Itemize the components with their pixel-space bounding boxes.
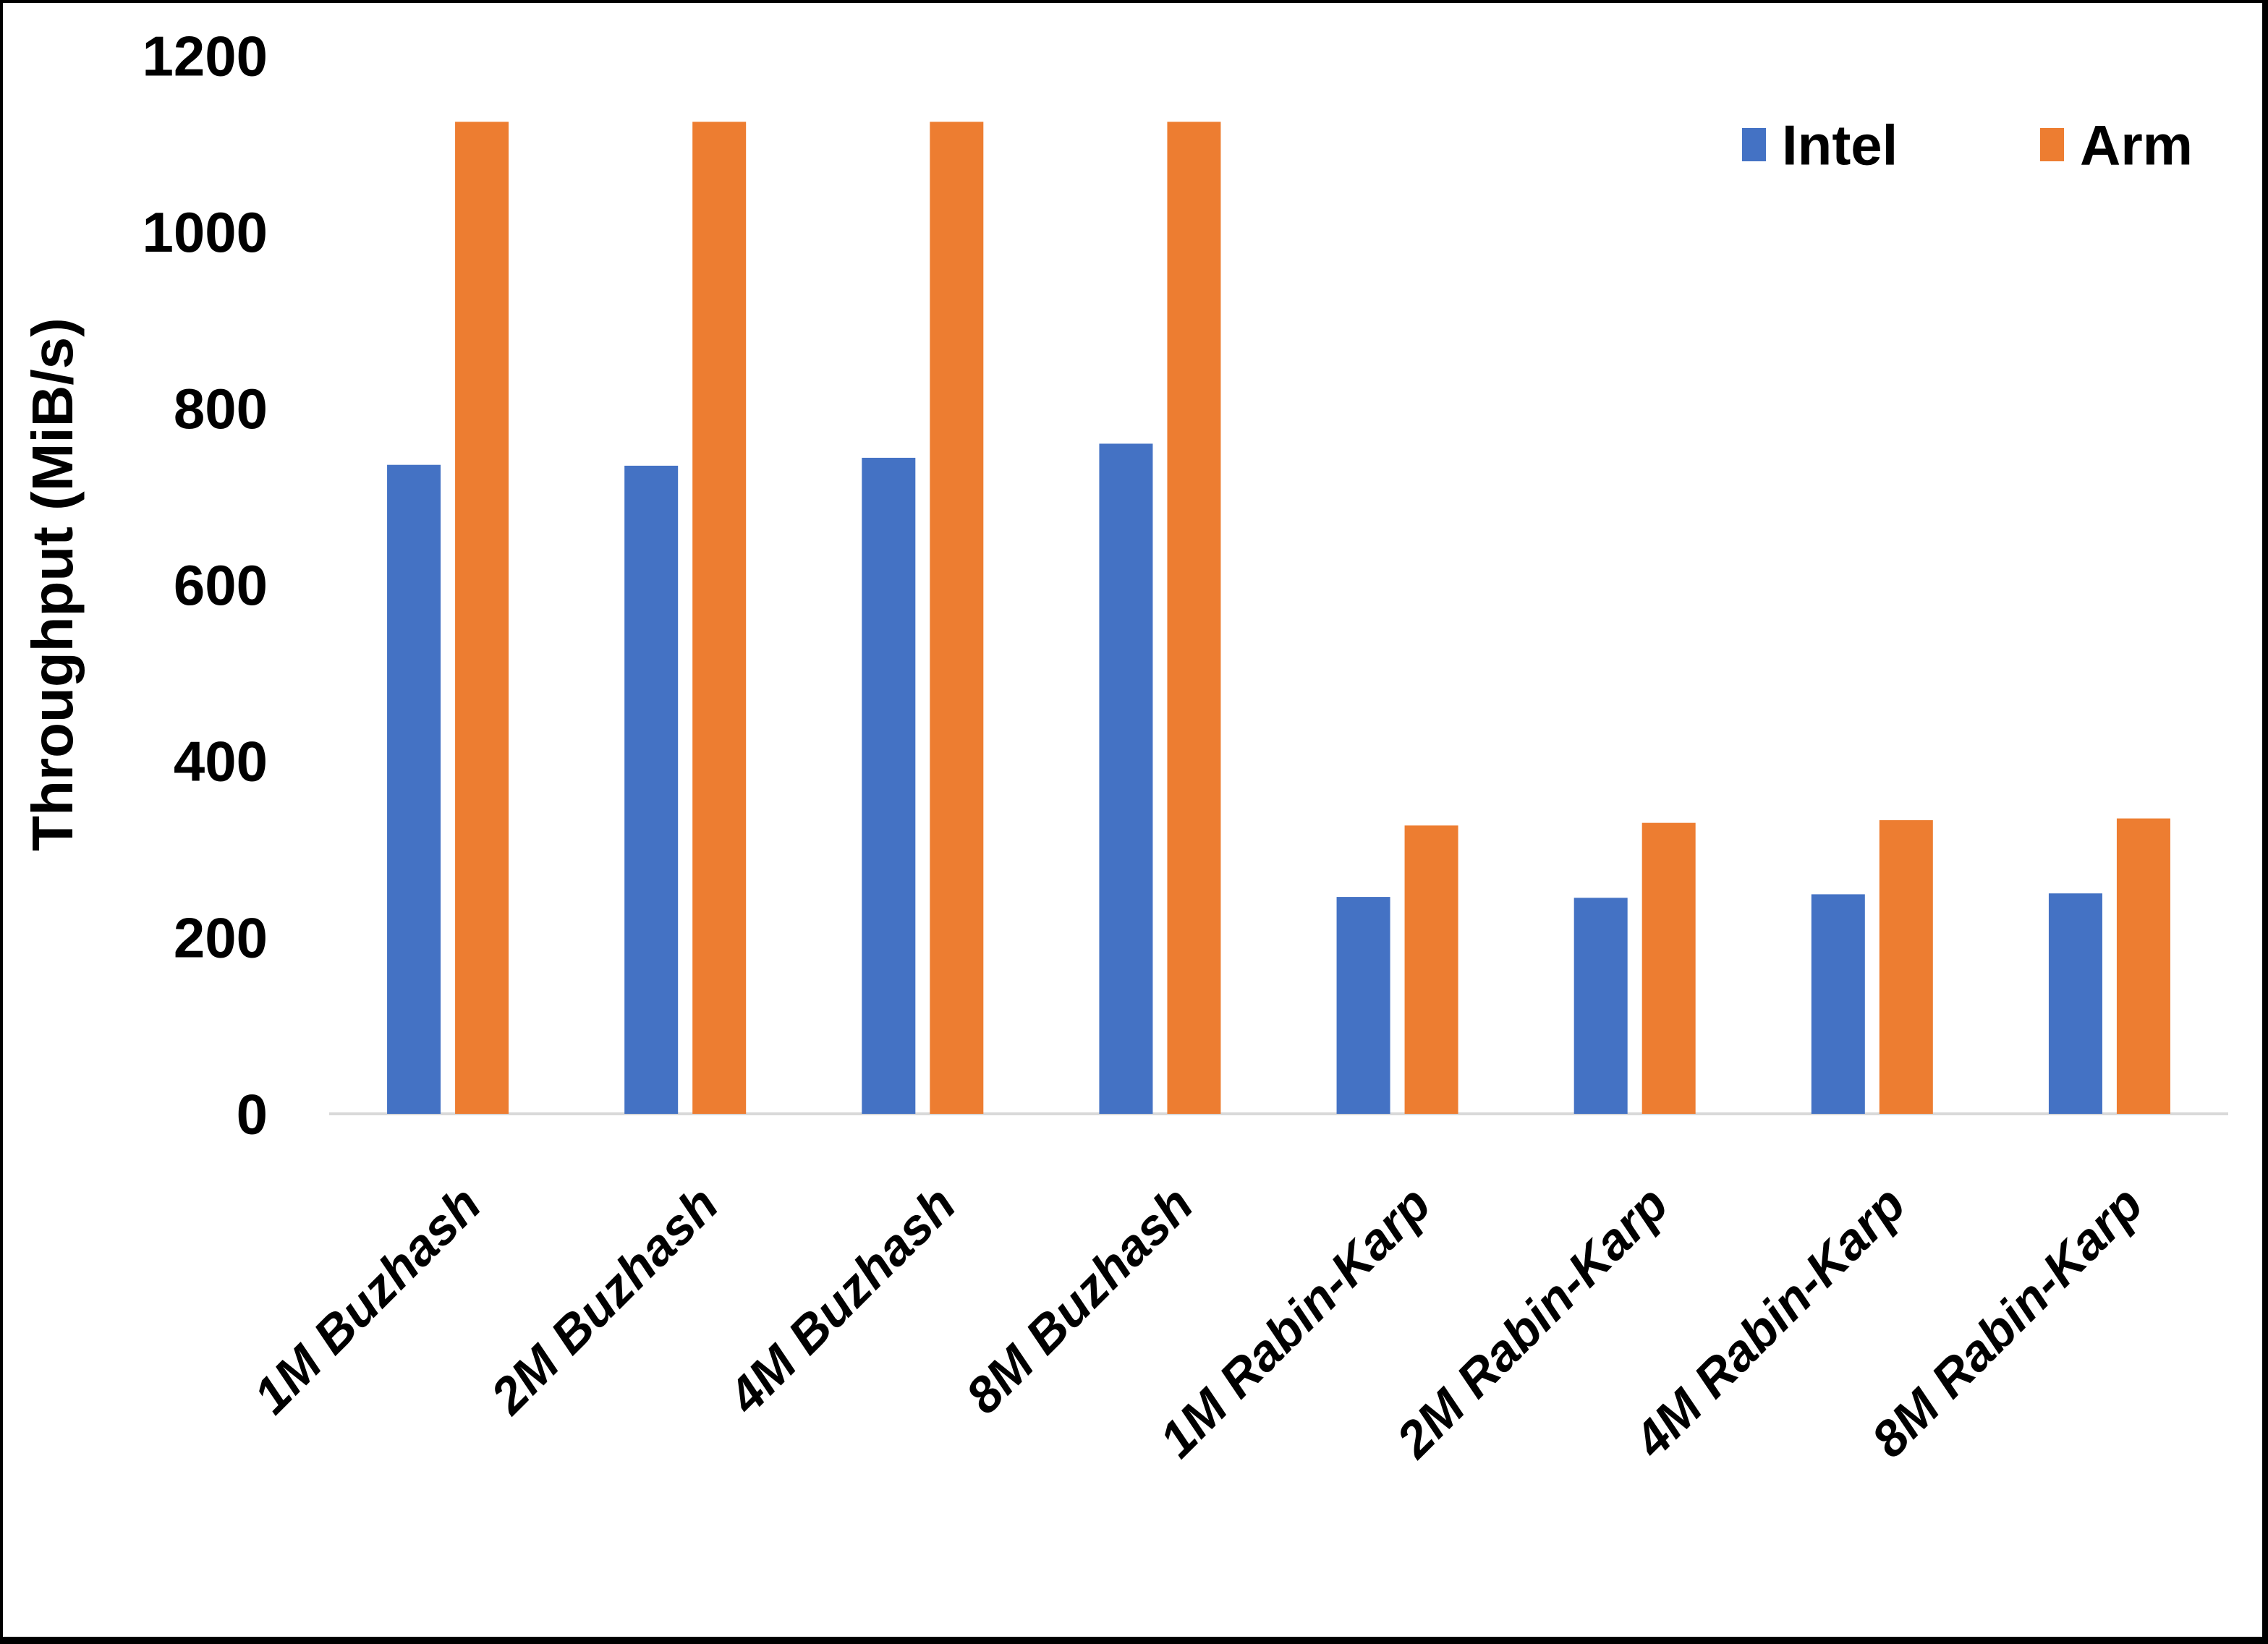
bar-intel-2m-buzhash [624, 465, 679, 1114]
bar-intel-1m-buzhash [387, 464, 441, 1114]
y-tick-labels: 0 200 400 600 800 1000 1200 [142, 24, 268, 1146]
legend: Intel Arm [1742, 113, 2193, 176]
y-tick-label-0: 0 [237, 1082, 268, 1146]
bar-intel-4m-rabin-karp [1811, 894, 1865, 1114]
bar-intel-4m-buzhash [862, 457, 916, 1114]
bars [387, 122, 2170, 1114]
bar-intel-2m-rabin-karp [1573, 898, 1628, 1114]
y-tick-label-1200: 1200 [142, 24, 268, 88]
y-tick-label-400: 400 [174, 730, 268, 793]
legend-swatch-arm [2040, 128, 2064, 161]
y-axis-title: Throughput (MiB/s) [20, 318, 85, 851]
bar-arm-2m-rabin-karp [1641, 822, 1696, 1114]
bar-intel-1m-rabin-karp [1336, 897, 1390, 1114]
y-tick-label-800: 800 [174, 377, 268, 440]
frame-border-right [2262, 0, 2268, 1644]
bar-arm-4m-rabin-karp [1879, 820, 1933, 1114]
y-tick-label-1000: 1000 [142, 200, 268, 264]
frame-border-top [0, 0, 2268, 3]
frame-border-left [0, 0, 3, 1644]
x-label-4m-buzhash: 4M Buzhash [716, 1175, 966, 1425]
bar-intel-8m-rabin-karp [2048, 893, 2102, 1114]
bar-arm-1m-rabin-karp [1404, 825, 1458, 1114]
bar-arm-8m-rabin-karp [2116, 818, 2170, 1114]
legend-label-arm: Arm [2080, 113, 2193, 176]
bar-arm-8m-buzhash [1167, 122, 1221, 1114]
y-tick-label-600: 600 [174, 553, 268, 617]
frame-border-bottom [0, 1637, 2268, 1644]
x-label-2m-buzhash: 2M Buzhash [479, 1175, 729, 1425]
bar-arm-4m-buzhash [930, 122, 984, 1114]
bar-arm-2m-buzhash [692, 122, 747, 1114]
x-label-8m-buzhash: 8M Buzhash [955, 1175, 1204, 1424]
bar-intel-8m-buzhash [1099, 443, 1153, 1114]
legend-swatch-intel [1742, 128, 1766, 161]
legend-label-intel: Intel [1782, 113, 1898, 176]
x-label-1m-buzhash: 1M Buzhash [243, 1175, 492, 1424]
bar-arm-1m-buzhash [455, 122, 509, 1114]
y-tick-label-200: 200 [174, 906, 268, 969]
